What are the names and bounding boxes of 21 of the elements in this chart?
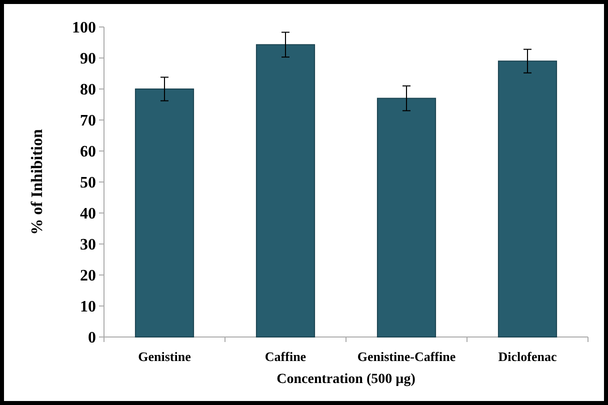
y-tick-label: 70 [80,112,96,130]
y-tick-label: 30 [80,236,96,254]
y-tick-label: 40 [80,206,96,223]
y-tick-label: 0 [88,330,96,347]
y-tick-label: 90 [80,50,96,68]
bar [498,60,558,338]
y-axis-title: % of Inhibition [29,128,46,235]
y-tick-label: 60 [80,144,96,161]
y-tick-label: 20 [80,268,96,285]
x-tick-label: Diclofenac [498,349,557,364]
y-tick-label: 50 [80,174,96,192]
bar [134,88,194,338]
y-tick-label: 100 [72,20,96,37]
y-tick-label: 80 [80,82,96,99]
x-tick-label: Caffine [264,349,306,364]
y-tick-label: 10 [80,298,96,316]
bar [256,44,316,338]
x-axis-title: Concentration (500 µg) [276,372,416,387]
x-tick-label: Genistine [138,349,192,364]
bar [376,98,436,338]
x-tick-label: Genistine-Caffine [357,349,456,364]
